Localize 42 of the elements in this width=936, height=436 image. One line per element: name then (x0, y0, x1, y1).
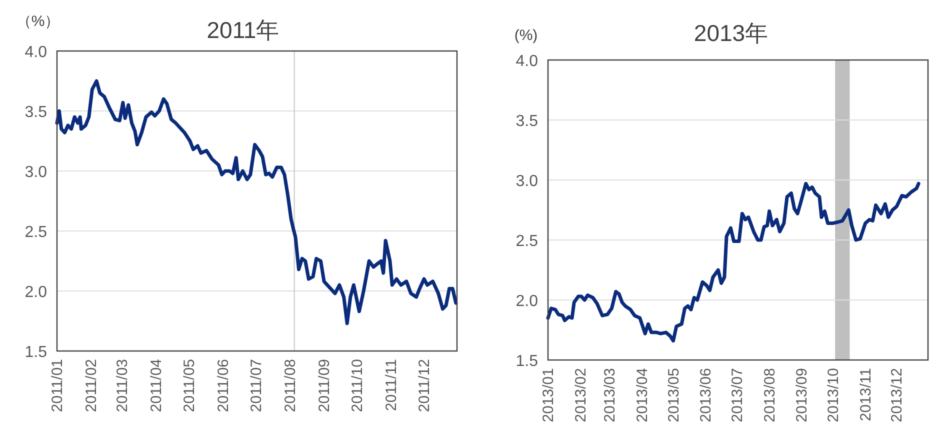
y-tick-label: 2.0 (24, 284, 48, 301)
x-tick-label: 2013/04 (634, 368, 651, 422)
y-tick-label: 2.0 (516, 293, 538, 310)
x-tick-label: 2011/11 (383, 359, 400, 411)
y-tick-label: 1.5 (24, 344, 48, 361)
y-tick-label: 4.0 (516, 53, 538, 70)
x-tick-label: 2011/05 (180, 359, 198, 412)
x-tick-label: 2011/12 (416, 359, 434, 412)
y-tick-label: 1.5 (516, 353, 538, 370)
x-tick-label: 2011/03 (114, 359, 131, 412)
y-tick-label: 4.0 (24, 44, 48, 61)
y-tick-label: 3.0 (516, 173, 538, 190)
x-tick-label: 2011/02 (83, 359, 100, 412)
x-tick-label: 2011/09 (316, 359, 334, 412)
x-tick-label: 2013/02 (572, 368, 590, 422)
x-tick-label: 2013/10 (825, 368, 842, 422)
y-axis-title: （%） (16, 13, 60, 30)
y-tick-label: 3.5 (24, 104, 48, 121)
x-tick-label: 2013/07 (728, 368, 746, 422)
x-tick-label: 2013/08 (761, 368, 778, 422)
x-tick-label: 2011/01 (49, 359, 66, 412)
x-tick-label: 2011/06 (214, 359, 232, 412)
y-tick-label: 2.5 (24, 224, 48, 241)
x-tick-label: 2011/04 (148, 359, 165, 412)
chart-title: 2011年 (206, 17, 280, 43)
y-axis-title: (%) (514, 27, 538, 44)
x-tick-label: 2013/12 (888, 368, 906, 422)
y-tick-label: 2.5 (516, 233, 538, 250)
line-series (546, 182, 920, 343)
x-tick-label: 2011/07 (248, 359, 265, 412)
x-tick-label: 2013/06 (698, 368, 715, 422)
x-tick-label: 2011/08 (282, 359, 299, 412)
x-tick-label: 2013/03 (602, 368, 619, 422)
x-tick-label: 2013/09 (794, 368, 811, 422)
chart-title: 2013年 (694, 20, 768, 46)
x-tick-label: 2013/01 (540, 368, 557, 422)
y-tick-label: 3.0 (24, 164, 48, 181)
x-tick-label: 2013/11 (857, 368, 874, 422)
x-tick-label: 2013/05 (665, 368, 682, 422)
line-series (55, 79, 458, 326)
y-tick-label: 3.5 (516, 113, 538, 130)
x-tick-label: 2011/10 (349, 359, 366, 412)
